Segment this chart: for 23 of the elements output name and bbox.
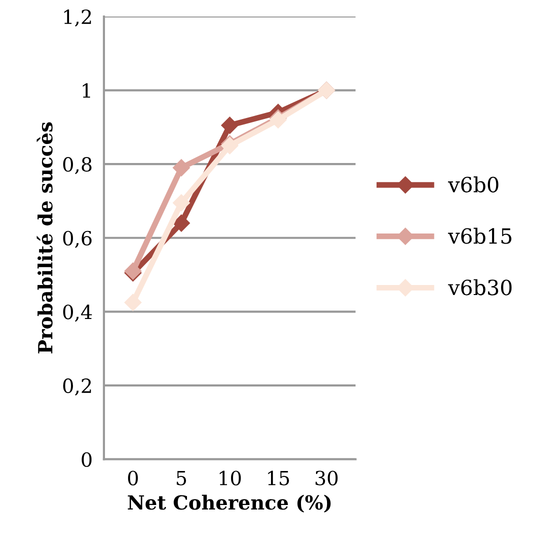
point (172, 194, 190, 212)
point (124, 294, 142, 311)
y-axis-title: Probabilité de succès (36, 122, 53, 354)
y-tick-label: 0,8 (63, 157, 92, 174)
legend-label: v6b15 (448, 228, 512, 244)
x-tick-label: 5 (176, 470, 186, 486)
x-tick-label: 0 (128, 470, 138, 486)
point (172, 159, 190, 176)
point (221, 116, 238, 134)
y-tick-label: 1 (82, 83, 90, 98)
point (172, 214, 190, 232)
x-tick-label: 30 (316, 470, 338, 486)
y-tick-label: 0 (82, 452, 92, 467)
x-tick-label: 15 (268, 470, 289, 486)
x-axis-title: Net Coherence (%) (128, 494, 331, 513)
y-tick-label: 0,4 (63, 304, 92, 322)
y-tick-label: 1,2 (64, 9, 91, 27)
y-tick-label: 0,2 (63, 378, 91, 396)
y-tick-label: 0,6 (63, 230, 92, 248)
legend-label: v6b0 (448, 176, 498, 193)
point (221, 137, 238, 154)
legend-label: v6b30 (448, 279, 512, 296)
x-tick-label: 10 (220, 470, 241, 486)
